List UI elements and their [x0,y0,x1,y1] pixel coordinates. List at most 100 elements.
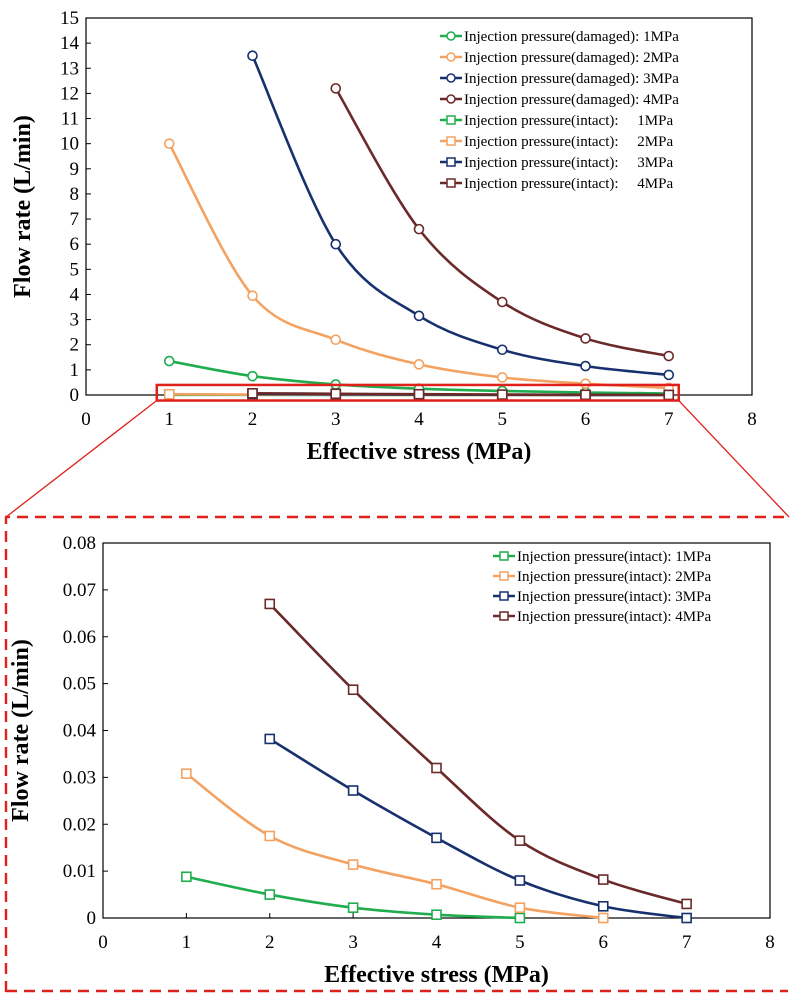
data-point [681,898,692,910]
legend-entry: Injection pressure(damaged): 4MPa [440,92,679,108]
data-point [347,902,359,913]
series-3 [264,733,692,924]
legend-swatch-marker [446,157,456,167]
y-tick-label: 5 [70,259,80,280]
legend-entry: Injection pressure(damaged): 2MPa [440,50,679,66]
series-8 [247,388,675,401]
x-tick-label: 3 [348,932,358,953]
x-tick-label: 8 [765,932,775,953]
series-2 [181,768,609,924]
series-line [334,87,670,358]
data-point [413,223,425,235]
y-tick-label: 0.03 [63,767,96,788]
y-tick-label: 0.07 [63,580,96,601]
data-point [597,912,609,924]
data-point [163,138,175,149]
y-tick-label: 0.04 [63,721,97,742]
legend-entry: Injection pressure(intact): 3MPa [493,589,711,605]
legend-swatch-marker [446,73,456,83]
data-point [264,598,276,610]
data-point [181,768,192,779]
data-point [247,290,258,302]
legend-label: Injection pressure(damaged): 1MPa [464,29,679,45]
legend-entry: Injection pressure(damaged): 1MPa [440,29,679,45]
x-tick-label: 0 [98,932,108,953]
legend-entry: Injection pressure(intact): 4MPa [493,609,711,625]
x-tick-label: 2 [265,932,275,953]
legend-swatch-marker [446,115,456,125]
series-line [269,737,687,920]
legend: Injection pressure(intact): 1MPa Injectio… [493,549,711,625]
data-point [580,389,591,401]
legend-label: Injection pressure(intact): 1MPa [464,113,673,129]
legend-swatch-marker [499,571,509,581]
data-point [347,859,359,870]
legend-swatch-marker [499,551,509,561]
legend-entry: Injection pressure(intact): 4MPa [440,176,673,192]
legend-entry: Injection pressure(intact): 1MPa [440,113,673,129]
data-point [597,874,609,885]
legend-entry: Injection pressure(intact): 1MPa [493,549,711,565]
x-tick-label: 1 [165,409,175,430]
data-point [496,296,508,308]
legend-swatch-marker [446,94,456,104]
data-point [514,875,526,886]
data-point [330,83,342,94]
series-line [252,392,669,397]
y-tick-label: 2 [70,335,80,356]
data-point [431,762,442,774]
data-point [264,889,276,900]
y-tick-label: 0 [87,908,97,929]
legend-swatch-marker [446,178,456,188]
x-axis-title: Effective stress (MPa) [307,439,532,465]
data-point [663,389,675,401]
y-tick-label: 0 [70,385,80,406]
x-axis-title: Effective stress (MPa) [324,962,549,988]
zoom-connectors [4,383,790,993]
y-tick-label: 13 [60,58,79,79]
data-point [681,912,692,924]
data-point [163,388,175,400]
x-tick-label: 6 [581,409,591,430]
data-point [347,684,359,696]
zoom-connector-left [5,400,158,518]
zoomed-chart: 0 0.01 0.02 0.03 0.04 0.05 0.06 0.07 0.08 0 1 2 3 4 5 6… [8,533,775,988]
x-tick-label: 6 [599,932,609,953]
data-point [247,388,258,399]
series-line [185,772,604,920]
y-tick-label: 3 [70,310,80,331]
y-tick-label: 15 [60,8,79,29]
x-tick-label: 5 [515,932,525,953]
y-tick-label: 0.05 [63,674,96,695]
data-point [580,333,591,344]
legend-label: Injection pressure(intact): 4MPa [517,609,711,625]
x-tick-label: 5 [498,409,508,430]
series-4 [264,598,692,910]
x-tick-label: 2 [248,409,258,430]
legend-entry: Injection pressure(damaged): 3MPa [440,71,679,87]
legend-label: Injection pressure(damaged): 2MPa [464,50,679,66]
data-point [597,900,609,912]
legend-label: Injection pressure(intact): 3MPa [464,155,673,171]
y-tick-label: 12 [60,83,79,104]
legend-entry: Injection pressure(intact): 2MPa [493,569,711,585]
x-tick-label: 3 [331,409,341,430]
zoom-connector-right [678,400,790,518]
x-tick-label: 0 [81,409,91,430]
x-tick-label: 4 [432,932,442,953]
legend-swatch-marker [446,31,456,41]
legend-label: Injection pressure(damaged): 3MPa [464,71,679,87]
data-point [431,878,442,890]
data-point [663,369,675,381]
data-point [181,871,192,883]
x-tick-label: 4 [414,409,424,430]
data-point [264,733,276,745]
data-point [413,388,425,400]
legend-label: Injection pressure(intact): 1MPa [517,549,711,565]
zoom-frame [4,515,788,992]
y-axis-title: Flow rate (L/min) [10,115,36,298]
data-point [496,389,508,400]
data-point [330,388,342,400]
x-tick-label: 1 [182,932,192,953]
